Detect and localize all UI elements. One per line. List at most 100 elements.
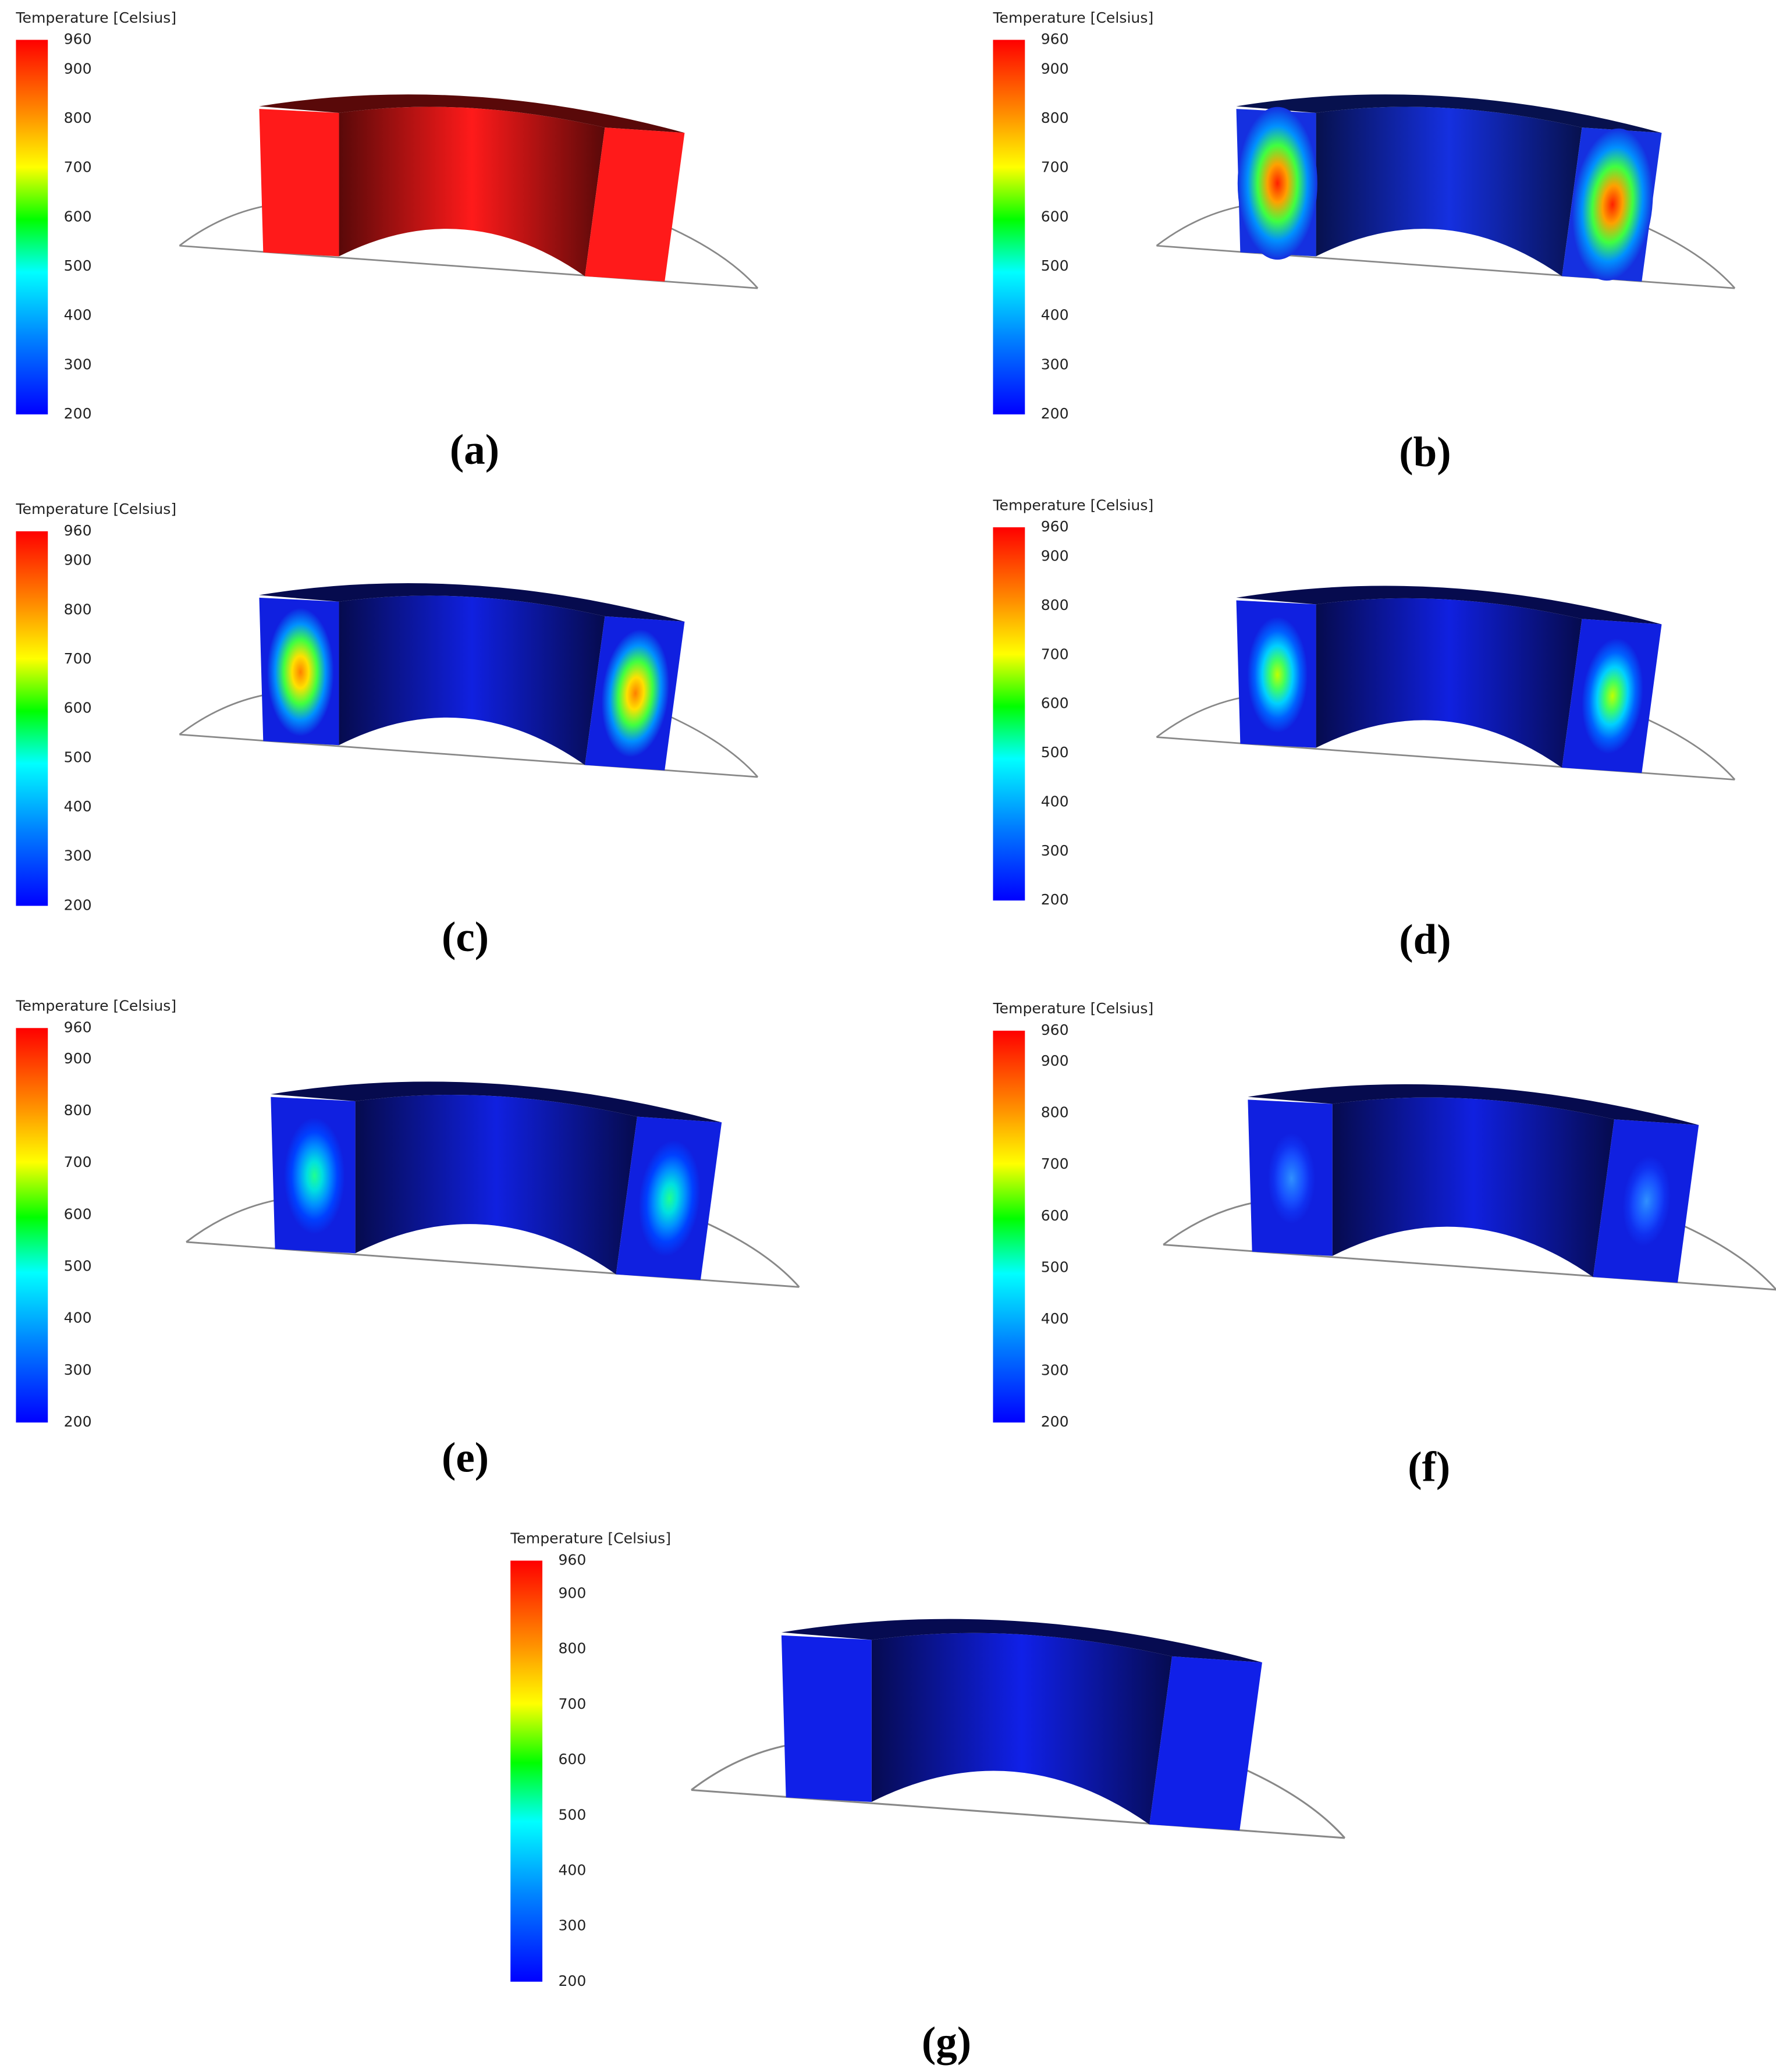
tick-label: 800 <box>64 601 92 618</box>
tick-label: 400 <box>1041 1310 1069 1327</box>
panel: Temperature [Celsius] 960 900 800 700 600 500 4… <box>992 9 1736 476</box>
tick-label: 200 <box>64 405 92 422</box>
ring-segment <box>1156 94 1736 289</box>
tick-label: 200 <box>64 1413 92 1430</box>
tick-label: 400 <box>64 307 92 324</box>
inner-face <box>339 107 605 276</box>
tick-label: 900 <box>64 60 92 77</box>
color-bar <box>16 531 48 906</box>
tick-label: 700 <box>1041 1155 1069 1172</box>
panel-label: (c) <box>442 913 489 960</box>
tick-label: 960 <box>1041 1021 1069 1038</box>
hot-spot <box>1247 616 1308 733</box>
legend-title: Temperature [Celsius] <box>15 998 176 1014</box>
tick-label: 700 <box>1041 159 1069 176</box>
tick-label: 300 <box>1041 356 1069 372</box>
color-bar <box>993 527 1025 901</box>
tick-label: 600 <box>1041 695 1069 712</box>
tick-label: 400 <box>64 798 92 815</box>
legend-title: Temperature [Celsius] <box>510 1530 671 1547</box>
tick-label: 500 <box>1041 744 1069 761</box>
inner-face <box>871 1633 1173 1825</box>
tick-label: 300 <box>64 847 92 864</box>
hot-spot <box>267 608 334 736</box>
tick-label: 960 <box>64 30 92 47</box>
tick-label: 800 <box>1041 109 1069 126</box>
tick-label: 400 <box>1041 307 1069 324</box>
tick-label: 600 <box>64 208 92 225</box>
panel-label: (e) <box>442 1434 489 1481</box>
panel-label: (a) <box>450 425 499 473</box>
ring-segment <box>1163 1084 1776 1291</box>
hot-spot <box>601 629 670 758</box>
panel-label: (g) <box>922 2018 971 2066</box>
hot-spot <box>1572 128 1653 281</box>
tick-label: 500 <box>1041 257 1069 274</box>
color-bar <box>16 1028 48 1423</box>
legend-title: Temperature [Celsius] <box>992 1000 1153 1017</box>
tick-label: 700 <box>64 1154 92 1170</box>
tick-label: 960 <box>64 522 92 539</box>
top-face <box>781 1619 1262 1663</box>
panel-label: (d) <box>1399 916 1451 963</box>
top-face <box>271 1081 722 1123</box>
tick-label: 900 <box>558 1585 586 1602</box>
tick-label: 800 <box>64 109 92 126</box>
tick-label: 500 <box>558 1806 586 1823</box>
panel: Temperature [Celsius] 960 900 800 700 600 500 4… <box>992 1000 1776 1490</box>
right-face <box>585 127 685 282</box>
ring-segment <box>691 1619 1346 1839</box>
tick-label: 300 <box>558 1917 586 1934</box>
tick-label: 300 <box>1041 1362 1069 1379</box>
panel: Temperature [Celsius] 960 900 800 700 600 500 4… <box>15 501 759 960</box>
tick-label: 400 <box>558 1861 586 1878</box>
color-bar <box>16 40 48 414</box>
tick-label: 200 <box>1041 405 1069 422</box>
tick-label: 900 <box>1041 1052 1069 1069</box>
tick-label: 500 <box>64 748 92 765</box>
hot-spot <box>1582 638 1643 754</box>
hot-spot <box>284 1117 345 1234</box>
top-face <box>259 94 685 133</box>
legend-title: Temperature [Celsius] <box>15 9 176 26</box>
top-face <box>259 583 685 622</box>
tick-label: 200 <box>1041 891 1069 908</box>
left-face <box>781 1635 872 1803</box>
tick-label: 960 <box>1041 30 1069 47</box>
panel: Temperature [Celsius] 960 900 800 700 600 500 4… <box>15 9 759 473</box>
ring-segment <box>186 1081 800 1288</box>
tick-label: 900 <box>64 552 92 569</box>
legend-title: Temperature [Celsius] <box>15 501 176 517</box>
tick-label: 200 <box>1041 1413 1069 1430</box>
ring-segment <box>1156 586 1736 780</box>
tick-label: 400 <box>64 1310 92 1326</box>
inner-face <box>1316 107 1582 276</box>
tick-label: 700 <box>64 650 92 667</box>
hot-spot <box>1267 1133 1316 1224</box>
color-bar <box>993 1030 1025 1423</box>
tick-label: 700 <box>1041 645 1069 662</box>
legend-title: Temperature [Celsius] <box>992 9 1153 26</box>
tick-label: 600 <box>1041 208 1069 225</box>
tick-label: 800 <box>558 1640 586 1657</box>
legend-title: Temperature [Celsius] <box>992 496 1153 513</box>
tick-label: 500 <box>1041 1258 1069 1275</box>
panel: Temperature [Celsius] 960 900 800 700 600 500 4… <box>992 496 1736 963</box>
tick-label: 300 <box>64 1361 92 1378</box>
inner-face <box>1316 598 1582 768</box>
tick-label: 960 <box>558 1551 586 1568</box>
tick-label: 800 <box>64 1102 92 1119</box>
tick-label: 600 <box>64 700 92 716</box>
ring-segment <box>179 583 759 778</box>
tick-label: 200 <box>64 896 92 913</box>
panel: Temperature [Celsius] 960 900 800 700 600 500 4… <box>15 998 800 1481</box>
tick-label: 900 <box>1041 60 1069 77</box>
panel-label: (b) <box>1399 428 1451 476</box>
top-face <box>1248 1084 1699 1125</box>
color-bar <box>993 40 1025 414</box>
hot-spot <box>1237 107 1317 260</box>
tick-label: 800 <box>1041 1104 1069 1121</box>
right-face <box>1149 1656 1262 1831</box>
tick-label: 500 <box>64 257 92 274</box>
